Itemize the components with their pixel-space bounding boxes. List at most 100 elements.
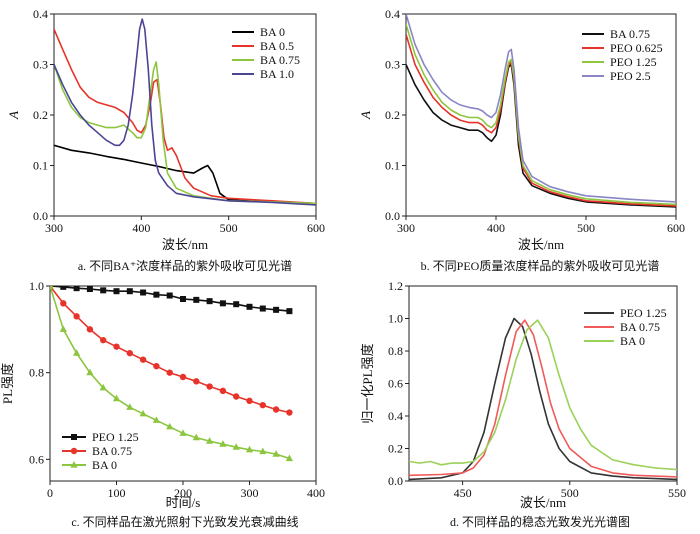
y-tick-label: 1.0	[388, 312, 403, 326]
series-line-4	[406, 14, 676, 203]
data-point-circle	[113, 343, 120, 350]
data-point-circle	[206, 383, 213, 390]
data-point-circle	[139, 356, 147, 363]
x-axis-label: 时间/s	[166, 495, 201, 510]
data-point-triangle	[259, 447, 267, 455]
series-line-3	[409, 319, 677, 471]
y-axis-label: 归一化PL强度	[360, 343, 375, 423]
data-point-square	[166, 292, 173, 299]
panel-caption: c. 不同样品在激光照射下光致发光衰减曲线	[71, 514, 298, 529]
y-tick-label: 0.4	[388, 409, 403, 423]
data-point-triangle	[50, 286, 54, 289]
legend-label: BA 0	[260, 25, 285, 39]
series-line-2	[409, 319, 677, 478]
data-point-circle	[193, 378, 200, 385]
data-point-circle	[246, 397, 253, 405]
x-axis-label: 波长/nm	[518, 237, 564, 252]
y-tick-label: 0.0	[385, 209, 400, 223]
legend-label: BA 0.75	[620, 320, 660, 334]
data-point-circle	[259, 401, 266, 409]
x-tick-label: 500	[220, 221, 238, 235]
data-point-triangle	[126, 403, 134, 410]
y-tick-label: 0.8	[388, 344, 403, 358]
data-point-triangle	[73, 349, 81, 356]
x-tick-label: 600	[307, 221, 325, 235]
y-tick-label: 0.1	[385, 159, 400, 173]
data-point-triangle	[272, 450, 280, 457]
x-tick-label: 500	[561, 486, 579, 500]
data-point-triangle	[285, 454, 293, 462]
y-tick-label: 0.2	[388, 442, 403, 456]
panel-caption: b. 不同PEO质量浓度样品的紫外吸收可见光谱	[421, 258, 660, 273]
y-axis-label: A	[6, 111, 21, 120]
data-point-circle	[126, 349, 133, 357]
data-point-triangle	[232, 443, 240, 450]
x-tick-label: 200	[174, 486, 192, 500]
series-line-3	[54, 61, 316, 205]
y-tick-label: 0.3	[385, 58, 400, 72]
data-point-circle	[100, 336, 107, 344]
data-point-circle	[73, 313, 80, 320]
data-point-triangle	[192, 433, 200, 441]
data-point-square	[140, 289, 147, 296]
y-axis-label: PL强度	[0, 363, 15, 404]
data-point-square	[273, 306, 280, 313]
data-point-square	[73, 286, 80, 292]
x-tick-label: 300	[241, 486, 259, 500]
x-tick-label: 500	[577, 221, 595, 235]
data-point-square	[259, 305, 266, 312]
data-point-square	[71, 434, 77, 440]
data-point-circle	[70, 447, 78, 455]
legend-label: BA 0	[92, 458, 117, 472]
data-point-triangle	[99, 383, 107, 391]
data-point-triangle	[86, 368, 94, 376]
y-tick-label: 1.2	[388, 279, 403, 293]
data-point-triangle	[70, 461, 78, 468]
chart-panel-2: 300 400 500 600 0.0 0.1 0.2 0.3 0.4 波长/nm A BA 0.75…	[358, 7, 685, 273]
y-tick-label: 0.6	[388, 377, 403, 391]
x-tick-label: 600	[667, 221, 685, 235]
series-line-3	[406, 23, 676, 206]
x-axis-label: 波长/nm	[520, 495, 566, 510]
data-point-square	[126, 288, 133, 295]
series-line-2	[50, 286, 290, 414]
legend-label: BA 0.5	[260, 39, 294, 53]
data-point-circle	[286, 409, 293, 416]
data-point-triangle	[152, 416, 160, 423]
data-point-triangle	[112, 394, 121, 402]
data-point-square	[60, 286, 67, 290]
legend-label: BA 0.75	[260, 53, 300, 67]
x-tick-label: 400	[487, 221, 505, 235]
series-line-1	[406, 63, 676, 208]
x-tick-label: 400	[132, 221, 150, 235]
data-point-triangle	[206, 437, 214, 444]
series-group	[50, 286, 293, 462]
data-point-circle	[166, 369, 173, 376]
x-tick-label: 0	[47, 486, 53, 500]
data-point-triangle	[179, 429, 187, 436]
y-tick-label: 0.0	[388, 474, 403, 488]
legend-label: PEO 2.5	[610, 69, 651, 83]
legend-label: BA 0.75	[610, 27, 650, 41]
data-point-triangle	[59, 325, 67, 332]
y-axis-label: A	[358, 111, 373, 120]
series-group	[406, 14, 676, 208]
data-point-triangle	[166, 422, 174, 430]
y-tick-label: 0.2	[33, 108, 48, 122]
panel-caption: a. 不同BA⁺浓度样品的紫外吸收可见光谱	[78, 258, 292, 273]
data-point-circle	[153, 362, 160, 370]
y-tick-label: 0.0	[33, 209, 48, 223]
data-point-square	[86, 286, 93, 293]
y-tick-label: 0.6	[29, 452, 44, 466]
x-tick-label: 450	[454, 486, 472, 500]
data-point-triangle	[139, 409, 147, 417]
y-tick-label: 0.4	[33, 7, 48, 21]
data-point-circle	[272, 406, 280, 413]
data-point-circle	[60, 300, 67, 307]
data-point-square	[113, 288, 120, 295]
data-point-triangle	[219, 440, 227, 447]
legend-label: BA 0.75	[92, 444, 132, 458]
